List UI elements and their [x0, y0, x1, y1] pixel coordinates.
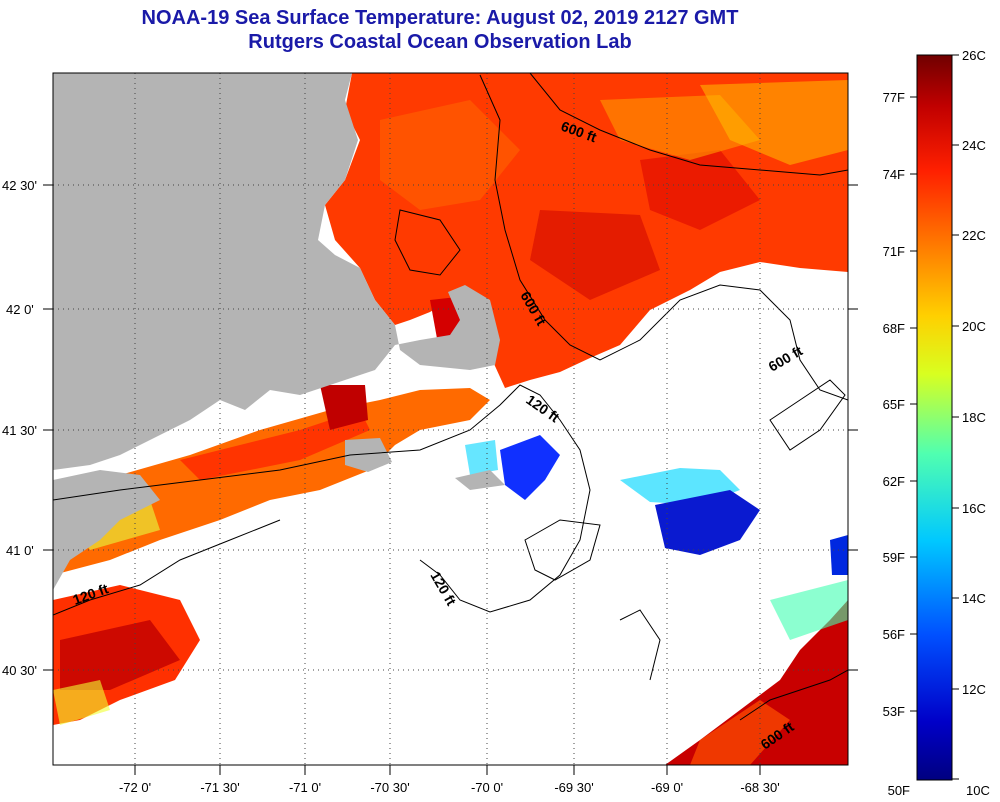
sst-cool-patch [465, 440, 498, 475]
colorbar-fahrenheit-label: 53F [883, 704, 905, 719]
colorbar-fahrenheit-label: 56F [883, 627, 905, 642]
lon-label: -69 30' [554, 780, 593, 795]
contour-600ft-central [479, 74, 848, 401]
longitude-labels: -72 0' -71 30' -71 0' -70 30' -70 0' -69… [119, 780, 780, 795]
lon-label: -69 0' [651, 780, 683, 795]
map-area [53, 73, 848, 765]
sst-patch [380, 100, 520, 210]
sst-patch [700, 80, 848, 165]
sst-patch [60, 620, 180, 690]
colorbar [916, 54, 953, 781]
colorbar-fahrenheit-label: 77F [883, 90, 905, 105]
contour-georges-shoal [524, 519, 601, 581]
colorbar-celsius-label: 12C [962, 682, 986, 697]
sst-southeast-patch [665, 600, 848, 765]
sst-patch [320, 385, 368, 430]
contour-600ft-north [529, 73, 848, 176]
colorbar-celsius-label: 14C [962, 591, 986, 606]
colorbar-celsius-label: 24C [962, 138, 986, 153]
colorbar-fahrenheit-label: 71F [883, 244, 905, 259]
graticule [53, 73, 848, 765]
map-title: NOAA-19 Sea Surface Temperature: August … [141, 7, 739, 29]
lon-label: -68 30' [740, 780, 779, 795]
colorbar-celsius-label: 22C [962, 228, 986, 243]
lon-label: -72 0' [119, 780, 151, 795]
sst-patch [770, 580, 848, 640]
lat-label: 40 30' [2, 663, 37, 678]
axis-ticks [43, 184, 858, 775]
land-marthas-vineyard [345, 438, 392, 472]
lat-label: 42 0' [6, 302, 34, 317]
land-long-island [53, 470, 160, 590]
contour-120ft-west [53, 519, 281, 616]
lat-label: 41 0' [6, 543, 34, 558]
colorbar-celsius-label: 20C [962, 319, 986, 334]
map-frame [52, 72, 849, 766]
colorbar-fahrenheit-label: 59F [883, 550, 905, 565]
bathymetry-contours [53, 73, 848, 721]
colorbar-fahrenheit-label: 74F [883, 167, 905, 182]
sst-cold-patch [830, 535, 848, 575]
colorbar-fahrenheit-label: 62F [883, 474, 905, 489]
contour-600ft-southeast [739, 669, 848, 721]
lon-label: -71 30' [200, 780, 239, 795]
colorbar-celsius-label: 18C [962, 410, 986, 425]
colorbar-fahrenheit-label: 68F [883, 321, 905, 336]
sst-coastal-band [53, 388, 490, 575]
lat-label: 42 30' [2, 178, 37, 193]
sst-patch [640, 150, 760, 230]
lon-label: -71 0' [289, 780, 321, 795]
colorbar-fahrenheit-label: 65F [883, 397, 905, 412]
contour-120ft [53, 384, 591, 613]
contour-basin [394, 209, 461, 276]
sst-patch [690, 700, 790, 765]
sst-cold-patch [500, 435, 560, 500]
land-new-england [53, 73, 500, 470]
lon-label: -70 30' [370, 780, 409, 795]
sst-patch [53, 680, 110, 725]
map-subtitle: Rutgers Coastal Ocean Observation Lab [248, 31, 632, 53]
sst-patch [530, 210, 660, 300]
contour-shelf [619, 609, 661, 681]
sst-cold-patch [655, 490, 760, 555]
land-nantucket [455, 470, 505, 490]
lat-label: 41 30' [2, 423, 37, 438]
colorbar-celsius-label: 16C [962, 501, 986, 516]
colorbar-celsius-label: 26C [962, 48, 986, 63]
colorbar-celsius-labels: 26C 24C 22C 20C 18C 16C 14C 12C 10C [962, 48, 990, 798]
colorbar-fahrenheit-label: 50F [888, 783, 910, 798]
contour-shoal [769, 379, 846, 451]
latitude-labels: 42 30' 42 0' 41 30' 41 0' 40 30' [2, 178, 37, 678]
lon-label: -70 0' [471, 780, 503, 795]
colorbar-ticks [910, 54, 959, 780]
colorbar-fahrenheit-labels: 77F 74F 71F 68F 65F 62F 59F 56F 53F 50F [883, 90, 910, 798]
sst-patch [180, 410, 370, 480]
colorbar-celsius-label: 10C [966, 783, 990, 798]
